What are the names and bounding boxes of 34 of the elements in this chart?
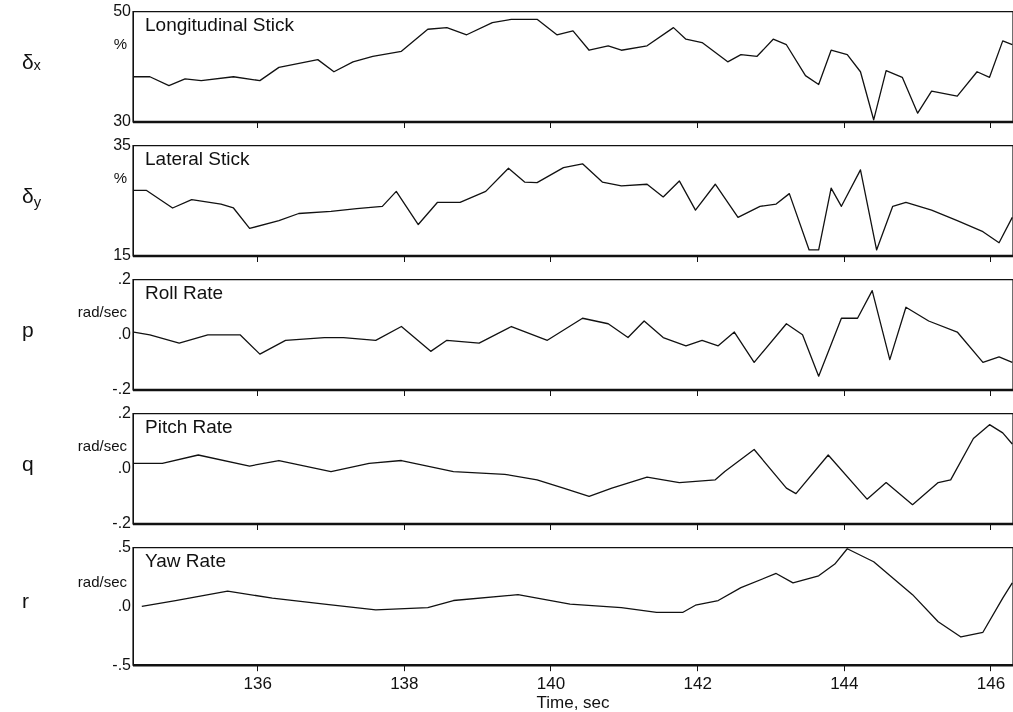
y-tick-label: .0 <box>117 596 132 614</box>
y-axis-title: p <box>22 317 34 341</box>
x-tick-label: 140 <box>536 674 566 694</box>
y-tick-label: .2 <box>117 270 132 288</box>
y-tick-label: -.2 <box>112 380 132 398</box>
y-tick-label: .5 <box>117 538 132 556</box>
text: % <box>113 168 128 186</box>
text: rad/sec <box>77 302 128 320</box>
chart-title: Pitch Rate <box>145 416 233 438</box>
y-tick-label: 50 <box>113 2 132 20</box>
y-tick-label: 30 <box>113 112 132 130</box>
text: rad/sec <box>77 573 128 591</box>
text: % <box>113 34 128 52</box>
y-axis-title: δₓ <box>22 49 41 73</box>
y-tick-label: .0 <box>117 459 132 477</box>
y-tick-label: -.5 <box>112 655 132 673</box>
y-tick-label: .0 <box>117 325 132 343</box>
chart-title: Longitudinal Stick <box>145 14 295 36</box>
y-axis-title: q <box>22 451 34 475</box>
chart-title: Yaw Rate <box>145 550 226 572</box>
y-tick-label: .2 <box>117 404 132 422</box>
y-tick-label: 15 <box>113 246 132 264</box>
y-tick-label: -.2 <box>112 514 132 532</box>
x-tick-label: 136 <box>243 674 272 694</box>
x-tick-label: 138 <box>390 674 419 694</box>
y-axis-title: r <box>22 589 29 613</box>
chart-title: Roll Rate <box>145 282 224 304</box>
text: rad/sec <box>77 436 128 454</box>
x-tick-label: 142 <box>683 674 712 694</box>
y-tick-label: 35 <box>113 136 132 154</box>
chart-title: Lateral Stick <box>145 148 251 170</box>
x-axis-title: Time, sec <box>536 693 611 712</box>
x-tick-label: 146 <box>976 674 1006 694</box>
x-tick-label: 144 <box>830 674 859 694</box>
